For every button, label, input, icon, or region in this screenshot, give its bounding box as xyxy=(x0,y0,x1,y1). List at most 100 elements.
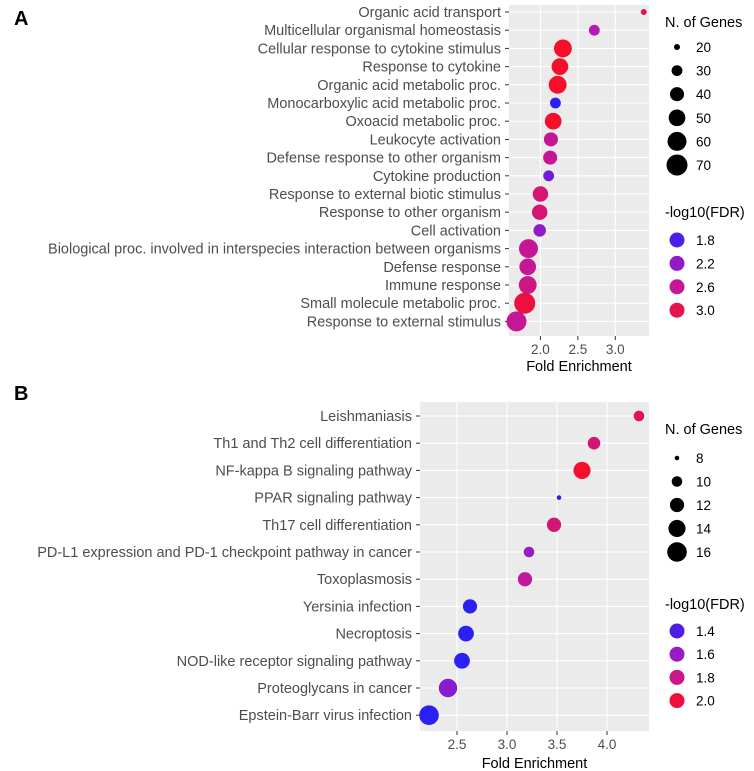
data-point xyxy=(543,132,558,147)
data-point xyxy=(543,170,555,182)
category-label: Cellular response to cytokine stimulus xyxy=(258,41,501,57)
data-point xyxy=(518,239,538,259)
size-legend-label: 20 xyxy=(696,40,711,55)
data-point xyxy=(548,75,567,94)
size-legend-label: 40 xyxy=(696,87,711,102)
data-point xyxy=(533,224,546,237)
size-legend-title: N. of Genes xyxy=(665,422,742,438)
category-label: NOD-like receptor signaling pathway xyxy=(177,654,413,670)
size-legend-label: 70 xyxy=(696,158,711,173)
panel-label-b: B xyxy=(14,383,28,405)
data-point xyxy=(462,599,478,614)
data-point xyxy=(531,204,548,220)
data-point xyxy=(514,292,536,314)
category-label: Biological proc. involved in interspecie… xyxy=(48,242,501,258)
x-tick-label: 3.0 xyxy=(498,737,517,752)
color-legend-label: 3.0 xyxy=(696,303,715,318)
data-point xyxy=(588,24,600,36)
data-point xyxy=(454,652,470,669)
color-legend-label: 2.0 xyxy=(696,694,715,709)
size-legend-key xyxy=(669,87,685,102)
plot-panel-background xyxy=(420,402,649,731)
category-label: Toxoplasmosis xyxy=(317,572,412,588)
size-legend-key xyxy=(671,476,683,487)
color-legend-key xyxy=(669,623,685,639)
category-label: Necroptosis xyxy=(335,627,412,643)
size-legend-label: 16 xyxy=(696,545,711,560)
size-legend-label: 14 xyxy=(696,522,712,537)
color-legend-title: -log10(FDR) xyxy=(665,205,745,221)
data-point xyxy=(546,517,562,532)
x-tick-label: 3.0 xyxy=(606,342,625,357)
data-point xyxy=(550,97,561,109)
size-legend-key xyxy=(669,497,685,513)
size-legend-key xyxy=(671,65,683,77)
category-label: Yersinia infection xyxy=(303,599,412,615)
category-label: Cell activation xyxy=(411,223,501,239)
color-legend-label: 1.4 xyxy=(696,624,715,639)
x-tick-label: 3.5 xyxy=(548,737,567,752)
data-point xyxy=(419,705,439,725)
x-tick-label: 2.5 xyxy=(448,737,467,752)
size-legend-key xyxy=(667,131,687,151)
color-legend-key xyxy=(669,232,685,248)
size-legend-label: 12 xyxy=(696,498,711,513)
category-label: Small molecule metabolic proc. xyxy=(300,296,501,312)
data-point xyxy=(506,311,527,332)
category-label: Proteoglycans in cancer xyxy=(257,681,412,697)
panel-a-dot-plot: 2.0 2.5 3.0 Fold Enrichment Organic acid tra… xyxy=(48,5,745,375)
category-label: Response to cytokine xyxy=(362,60,501,76)
data-point xyxy=(523,546,535,558)
data-point xyxy=(544,112,562,130)
data-point xyxy=(438,678,458,698)
category-label: Organic acid transport xyxy=(358,5,501,21)
data-point xyxy=(556,495,562,500)
color-legend-title: -log10(FDR) xyxy=(665,597,745,613)
data-point xyxy=(640,9,647,15)
category-label: Response to external stimulus xyxy=(307,314,501,330)
size-legend-label: 10 xyxy=(696,475,711,490)
color-legend-label: 1.8 xyxy=(696,233,715,248)
x-tick-label: 2.0 xyxy=(531,342,550,357)
color-legend-key xyxy=(669,255,685,271)
color-legend-key xyxy=(669,693,685,709)
panel-label-a: A xyxy=(14,8,28,30)
color-legend-label: 2.6 xyxy=(696,280,715,295)
category-label: Oxoacid metabolic proc. xyxy=(345,114,501,130)
data-point xyxy=(587,436,601,450)
category-label: Multicellular organismal homeostasis xyxy=(264,23,501,39)
data-point xyxy=(543,150,558,165)
category-label: Response to external biotic stimulus xyxy=(269,187,501,203)
color-legend-key xyxy=(669,669,685,685)
color-legend-label: 2.2 xyxy=(696,256,715,271)
data-point xyxy=(518,276,537,294)
category-label: Immune response xyxy=(385,278,501,294)
category-label: Defense response to other organism xyxy=(266,151,501,167)
data-point xyxy=(633,410,645,422)
x-tick-label: 4.0 xyxy=(598,737,617,752)
size-legend-label: 60 xyxy=(696,134,711,149)
data-point xyxy=(573,461,591,479)
category-label: NF-kappa B signaling pathway xyxy=(215,463,412,479)
size-legend-key xyxy=(668,519,686,538)
category-label: Organic acid metabolic proc. xyxy=(317,78,501,94)
data-point xyxy=(517,572,533,587)
category-label: Leukocyte activation xyxy=(370,132,501,148)
color-legend-key xyxy=(669,646,685,662)
category-label: PD-L1 expression and PD-1 checkpoint pat… xyxy=(37,545,412,561)
x-axis-title: Fold Enrichment xyxy=(482,756,588,771)
color-legend-key xyxy=(669,279,685,295)
category-label: Monocarboxylic acid metabolic proc. xyxy=(267,96,501,112)
panel-b-dot-plot: 2.5 3.0 3.5 4.0 Fold Enrichment Leishmaniasis… xyxy=(37,402,745,771)
category-label: Th17 cell differentiation xyxy=(262,518,412,534)
data-point xyxy=(532,186,549,202)
size-legend-title: N. of Genes xyxy=(665,15,742,31)
x-tick-label: 2.5 xyxy=(568,342,587,357)
data-point xyxy=(553,39,572,58)
color-legend-key xyxy=(669,302,685,318)
category-label: Th1 and Th2 cell differentiation xyxy=(213,436,412,452)
size-legend-key xyxy=(674,455,680,461)
size-legend-label: 50 xyxy=(696,111,711,126)
category-label: PPAR signaling pathway xyxy=(254,491,412,507)
